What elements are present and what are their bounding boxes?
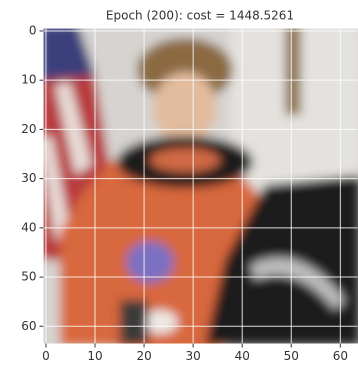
x-tick-label: 20 [136,349,151,363]
chart: Epoch (200): cost = 1448.5261 0 10 20 30 40 5… [0,0,358,368]
x-tick-label: 60 [333,349,348,363]
x-tick-label: 10 [87,349,102,363]
y-tick-label: 20 [21,122,36,136]
y-tick-label: 40 [21,220,36,234]
image [40,25,358,360]
chart-title: Epoch (200): cost = 1448.5261 [106,9,294,23]
x-tick-label: 50 [284,349,299,363]
x-tick-label: 30 [186,349,201,363]
y-tick-label: 50 [21,270,36,284]
x-tick-label: 40 [235,349,250,363]
y-tick-label: 60 [21,319,36,333]
y-tick-label: 0 [29,23,37,37]
y-tick-label: 10 [21,73,36,87]
x-tick-label: 0 [42,349,50,363]
y-tick-label: 30 [21,171,36,185]
